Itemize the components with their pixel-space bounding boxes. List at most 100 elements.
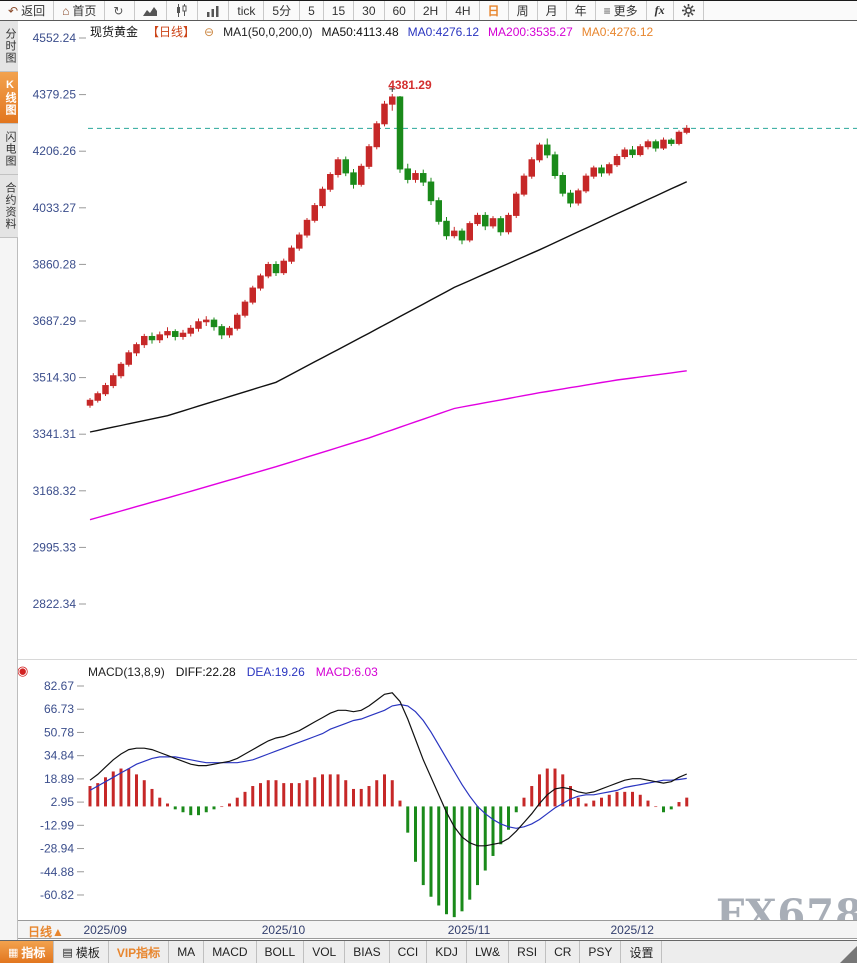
indicator-tab-macd[interactable]: MACD: [204, 941, 257, 963]
macd-legend: MACD(13,8,9) DIFF:22.28 DEA:19.26 MACD:6…: [88, 665, 378, 679]
volume-chart-type-button[interactable]: [198, 1, 230, 20]
macd-axis: 82.67 66.73 50.78 34.84 18.89 2.95 -12.99 -28.9…: [40, 679, 84, 902]
diff-value: DIFF:22.28: [175, 665, 236, 679]
peak-price-label: 4381.29: [388, 77, 432, 92]
collapse-legend-icon[interactable]: ⊖: [204, 24, 215, 39]
sidebar-item-kline-chart[interactable]: K线图: [0, 72, 18, 124]
svg-text:4552.24: 4552.24: [33, 31, 77, 45]
sidebar-item-time-chart[interactable]: 分时图: [0, 21, 18, 72]
ma-settings-label: MA1(50,0,200,0): [223, 24, 313, 39]
macd-title: MACD(13,8,9): [88, 665, 165, 679]
area-chart-type-button[interactable]: [135, 1, 168, 20]
svg-text:-28.94: -28.94: [40, 842, 74, 856]
interval-15[interactable]: 15: [324, 1, 355, 20]
indicator-tab-templates[interactable]: ▤ 模板: [54, 941, 109, 963]
interval-2h[interactable]: 2H: [415, 1, 448, 20]
svg-text:3514.30: 3514.30: [33, 371, 77, 385]
period-label: 【日线】: [147, 25, 196, 39]
interval-selector: tick 5分 5 15 30 60 2H 4H 日周月年: [229, 1, 596, 20]
top-toolbar: ↶ 返回 ⌂ 首页 ↻ tick 5分 5 15 30 60 2H 4H 日周月年 ≡: [0, 0, 857, 21]
indicator-tab-vip-indicators[interactable]: VIP指标: [109, 941, 170, 963]
indicator-toolbar: ▦ 指标 ▤ 模板 VIP指标 MA MACD BOLL VOL BIAS CCI KDJ LW& RSI…: [0, 940, 857, 963]
interval-tick[interactable]: tick: [229, 1, 265, 20]
resize-grip[interactable]: [840, 946, 857, 963]
svg-text:-60.82: -60.82: [40, 888, 74, 902]
candlestick-series: [86, 93, 690, 408]
svg-text:2822.34: 2822.34: [33, 597, 77, 611]
svg-text:4379.25: 4379.25: [33, 88, 77, 102]
area-chart-icon: [143, 5, 158, 17]
ma0-value-blue: MA0:4276.12: [407, 24, 480, 39]
macd-histogram: [88, 768, 689, 918]
indicator-tab-cci[interactable]: CCI: [390, 941, 428, 963]
interval-4h[interactable]: 4H: [447, 1, 480, 20]
svg-text:3168.32: 3168.32: [33, 484, 77, 498]
indicator-tab-cr[interactable]: CR: [546, 941, 581, 963]
svg-text:4033.27: 4033.27: [33, 201, 77, 215]
indicator-tab-indicators[interactable]: ▦ 指标: [0, 941, 55, 963]
indicator-tab-kdj[interactable]: KDJ: [427, 941, 467, 963]
home-icon: ⌂: [62, 3, 70, 18]
interval-month[interactable]: 月: [538, 1, 567, 20]
svg-text:-12.99: -12.99: [40, 818, 74, 832]
price-chart-legend: 现货黄金 【日线】 ⊖ MA1(50,0,200,0) MA50:4113.48…: [90, 23, 653, 40]
svg-text:3341.31: 3341.31: [33, 427, 77, 441]
indicator-tab-bias[interactable]: BIAS: [345, 941, 390, 963]
interval-5[interactable]: 5: [300, 1, 324, 20]
home-button[interactable]: ⌂ 首页: [54, 1, 106, 20]
svg-text:50.78: 50.78: [44, 725, 74, 739]
interval-day[interactable]: 日: [480, 1, 509, 20]
x-axis-label: 2025/12: [610, 923, 654, 937]
settings-button[interactable]: [674, 1, 704, 20]
refresh-button[interactable]: ↻: [105, 1, 136, 20]
sidebar-item-lightning-chart[interactable]: 闪电图: [0, 124, 18, 175]
dea-value: DEA:19.26: [246, 665, 305, 679]
indicator-tab-lwr[interactable]: LW&: [467, 941, 510, 963]
svg-text:3687.29: 3687.29: [33, 314, 77, 328]
templates-icon: ▤: [62, 946, 73, 959]
x-axis-label: 2025/09: [83, 923, 127, 937]
interval-5min[interactable]: 5分: [264, 1, 301, 20]
time-axis: 日线▲ 2025/09 2025/10 2025/11 2025/12: [18, 920, 857, 939]
price-axis: 4552.24 4379.25 4206.26 4033.27 3860.28 3687.…: [33, 31, 86, 611]
volume-bars-icon: [206, 5, 220, 17]
indicators-icon: ▦: [8, 946, 19, 959]
gear-icon: [681, 4, 695, 17]
back-arrow-icon: ↶: [8, 3, 19, 18]
svg-text:34.84: 34.84: [44, 749, 74, 763]
ma50-value: MA50:4113.48: [321, 24, 399, 39]
indicator-tab-settings[interactable]: 设置: [621, 941, 663, 963]
more-button[interactable]: ≡ 更多: [596, 1, 647, 20]
svg-text:66.73: 66.73: [44, 702, 74, 716]
sidebar-item-contract-info[interactable]: 合约资料: [0, 175, 18, 238]
peak-marker: [389, 85, 396, 92]
indicator-tab-boll[interactable]: BOLL: [257, 941, 305, 963]
ma200-value: MA200:3535.27: [488, 24, 573, 39]
interval-30[interactable]: 30: [354, 1, 385, 20]
fx-indicator-button[interactable]: fx: [647, 1, 674, 20]
diff-line: [89, 692, 687, 847]
candlestick-icon: [175, 4, 189, 17]
svg-text:18.89: 18.89: [44, 772, 74, 786]
indicator-tab-psy[interactable]: PSY: [580, 941, 622, 963]
left-sidebar: 分时图 K线图 闪电图 合约资料: [0, 21, 18, 963]
panel-divider: [18, 659, 857, 660]
x-axis-label: 2025/11: [447, 923, 491, 937]
period-selector[interactable]: 日线▲: [28, 925, 64, 939]
x-axis-label: 2025/10: [261, 923, 306, 937]
macd-settings-icon[interactable]: ◉: [17, 663, 29, 678]
indicator-tab-ma[interactable]: MA: [169, 941, 205, 963]
indicator-tab-vol[interactable]: VOL: [304, 941, 346, 963]
svg-text:82.67: 82.67: [44, 679, 74, 693]
candlestick-chart-type-button[interactable]: [167, 1, 199, 20]
back-button[interactable]: ↶ 返回: [0, 1, 55, 20]
chevron-up-icon: ▲: [52, 925, 64, 939]
refresh-icon: ↻: [113, 3, 124, 18]
svg-text:4206.26: 4206.26: [33, 144, 77, 158]
interval-year[interactable]: 年: [567, 1, 596, 20]
indicator-tab-rsi[interactable]: RSI: [509, 941, 547, 963]
interval-week[interactable]: 周: [509, 1, 538, 20]
interval-60[interactable]: 60: [385, 1, 415, 20]
